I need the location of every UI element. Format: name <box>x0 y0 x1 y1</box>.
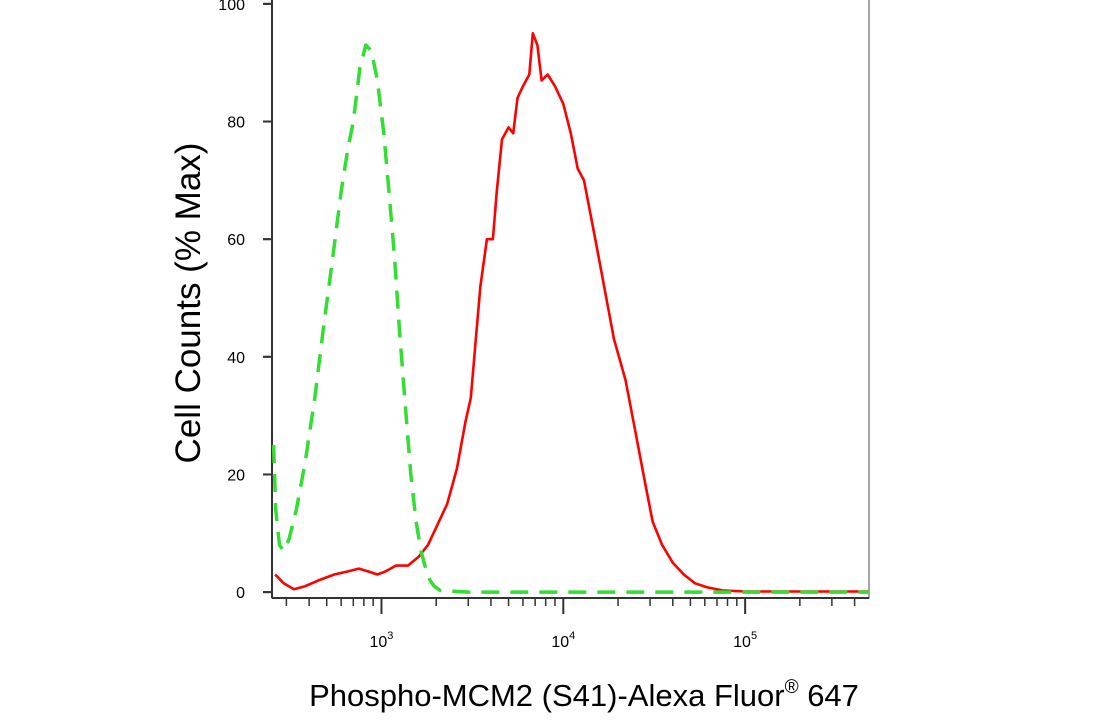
y-tick-label: 40 <box>227 350 245 367</box>
x-axis-title: Phospho-MCM2 (S41)-Alexa Fluor® 647 <box>309 677 859 713</box>
x-axis-title-registered: ® <box>785 677 799 698</box>
y-tick-label: 100 <box>218 0 245 14</box>
y-axis-ticks: 0 20 40 60 80 100 <box>218 0 272 602</box>
y-tick-label: 0 <box>236 585 245 602</box>
x-axis-title-main: Phospho-MCM2 (S41)-Alexa Fluor <box>309 678 785 713</box>
x-tick-label: 103 <box>370 630 394 651</box>
series-line-dashed <box>271 43 869 594</box>
y-tick-label: 80 <box>227 115 245 132</box>
plot-frame <box>271 0 870 599</box>
x-axis-ticks: 103 104 105 <box>285 598 856 651</box>
y-tick-label: 20 <box>227 467 245 484</box>
y-axis-title: Cell Counts (% Max) <box>169 143 208 464</box>
x-tick-label-exponent: 3 <box>387 630 393 642</box>
x-tick-label: 104 <box>551 630 575 651</box>
x-tick-label-base: 10 <box>551 634 569 651</box>
series-layer <box>271 31 869 594</box>
y-tick-label: 60 <box>227 232 245 249</box>
x-tick-label-exponent: 5 <box>751 630 757 642</box>
x-tick-label-exponent: 4 <box>569 630 575 642</box>
x-tick-label-base: 10 <box>733 634 751 651</box>
x-tick-label: 105 <box>733 630 757 651</box>
series-line-solid <box>274 31 869 593</box>
x-axis-title-suffix: 647 <box>799 678 859 713</box>
x-tick-label-base: 10 <box>370 634 388 651</box>
